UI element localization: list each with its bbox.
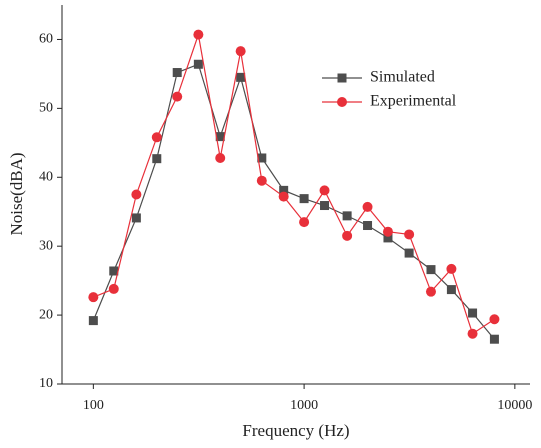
y-tick-label: 10 bbox=[39, 376, 53, 391]
data-point bbox=[151, 132, 162, 143]
y-tick-label: 40 bbox=[39, 169, 53, 184]
data-point bbox=[362, 201, 373, 212]
legend-marker bbox=[337, 73, 347, 83]
data-point bbox=[257, 153, 267, 163]
legend-marker bbox=[337, 97, 347, 107]
data-point bbox=[131, 213, 141, 223]
data-point bbox=[172, 91, 183, 102]
data-point bbox=[425, 286, 436, 297]
data-point bbox=[299, 217, 310, 228]
y-tick-label: 20 bbox=[39, 307, 53, 322]
data-point bbox=[446, 263, 457, 274]
data-point bbox=[404, 248, 414, 258]
y-tick-label: 50 bbox=[39, 101, 53, 116]
data-point bbox=[108, 283, 119, 294]
data-point bbox=[342, 211, 352, 221]
data-point bbox=[404, 229, 415, 240]
y-tick-label: 30 bbox=[39, 238, 53, 253]
data-point bbox=[426, 265, 436, 275]
data-point bbox=[299, 194, 309, 204]
data-point bbox=[382, 226, 393, 237]
data-point bbox=[109, 266, 119, 276]
series-line bbox=[93, 34, 495, 335]
legend-text: Simulated bbox=[370, 69, 435, 86]
data-point bbox=[88, 316, 98, 326]
data-point bbox=[319, 185, 330, 196]
data-point bbox=[446, 285, 456, 295]
data-point bbox=[131, 189, 142, 200]
data-point bbox=[172, 68, 182, 78]
data-point bbox=[363, 221, 373, 231]
data-point bbox=[193, 59, 203, 69]
data-point bbox=[235, 46, 246, 57]
y-tick-label: 60 bbox=[39, 32, 53, 47]
data-point bbox=[236, 72, 246, 82]
data-point bbox=[489, 334, 499, 344]
data-point bbox=[278, 191, 289, 202]
x-tick-label: 1000 bbox=[290, 398, 318, 413]
data-point bbox=[468, 308, 478, 318]
data-point bbox=[256, 175, 267, 186]
data-point bbox=[342, 230, 353, 241]
x-axis-title: Frequency (Hz) bbox=[242, 421, 349, 440]
data-point bbox=[152, 154, 162, 164]
data-point bbox=[88, 292, 99, 303]
data-point bbox=[383, 233, 393, 243]
x-tick-label: 10000 bbox=[497, 398, 532, 413]
legend-text: Experimental bbox=[370, 93, 457, 110]
data-point bbox=[215, 132, 225, 142]
data-point bbox=[467, 328, 478, 339]
x-tick-label: 100 bbox=[83, 398, 104, 413]
data-point bbox=[193, 29, 204, 40]
data-point bbox=[489, 314, 500, 325]
data-point bbox=[279, 185, 289, 195]
y-axis-title: Noise(dBA) bbox=[7, 152, 26, 235]
data-point bbox=[215, 152, 226, 163]
data-point bbox=[320, 201, 330, 211]
